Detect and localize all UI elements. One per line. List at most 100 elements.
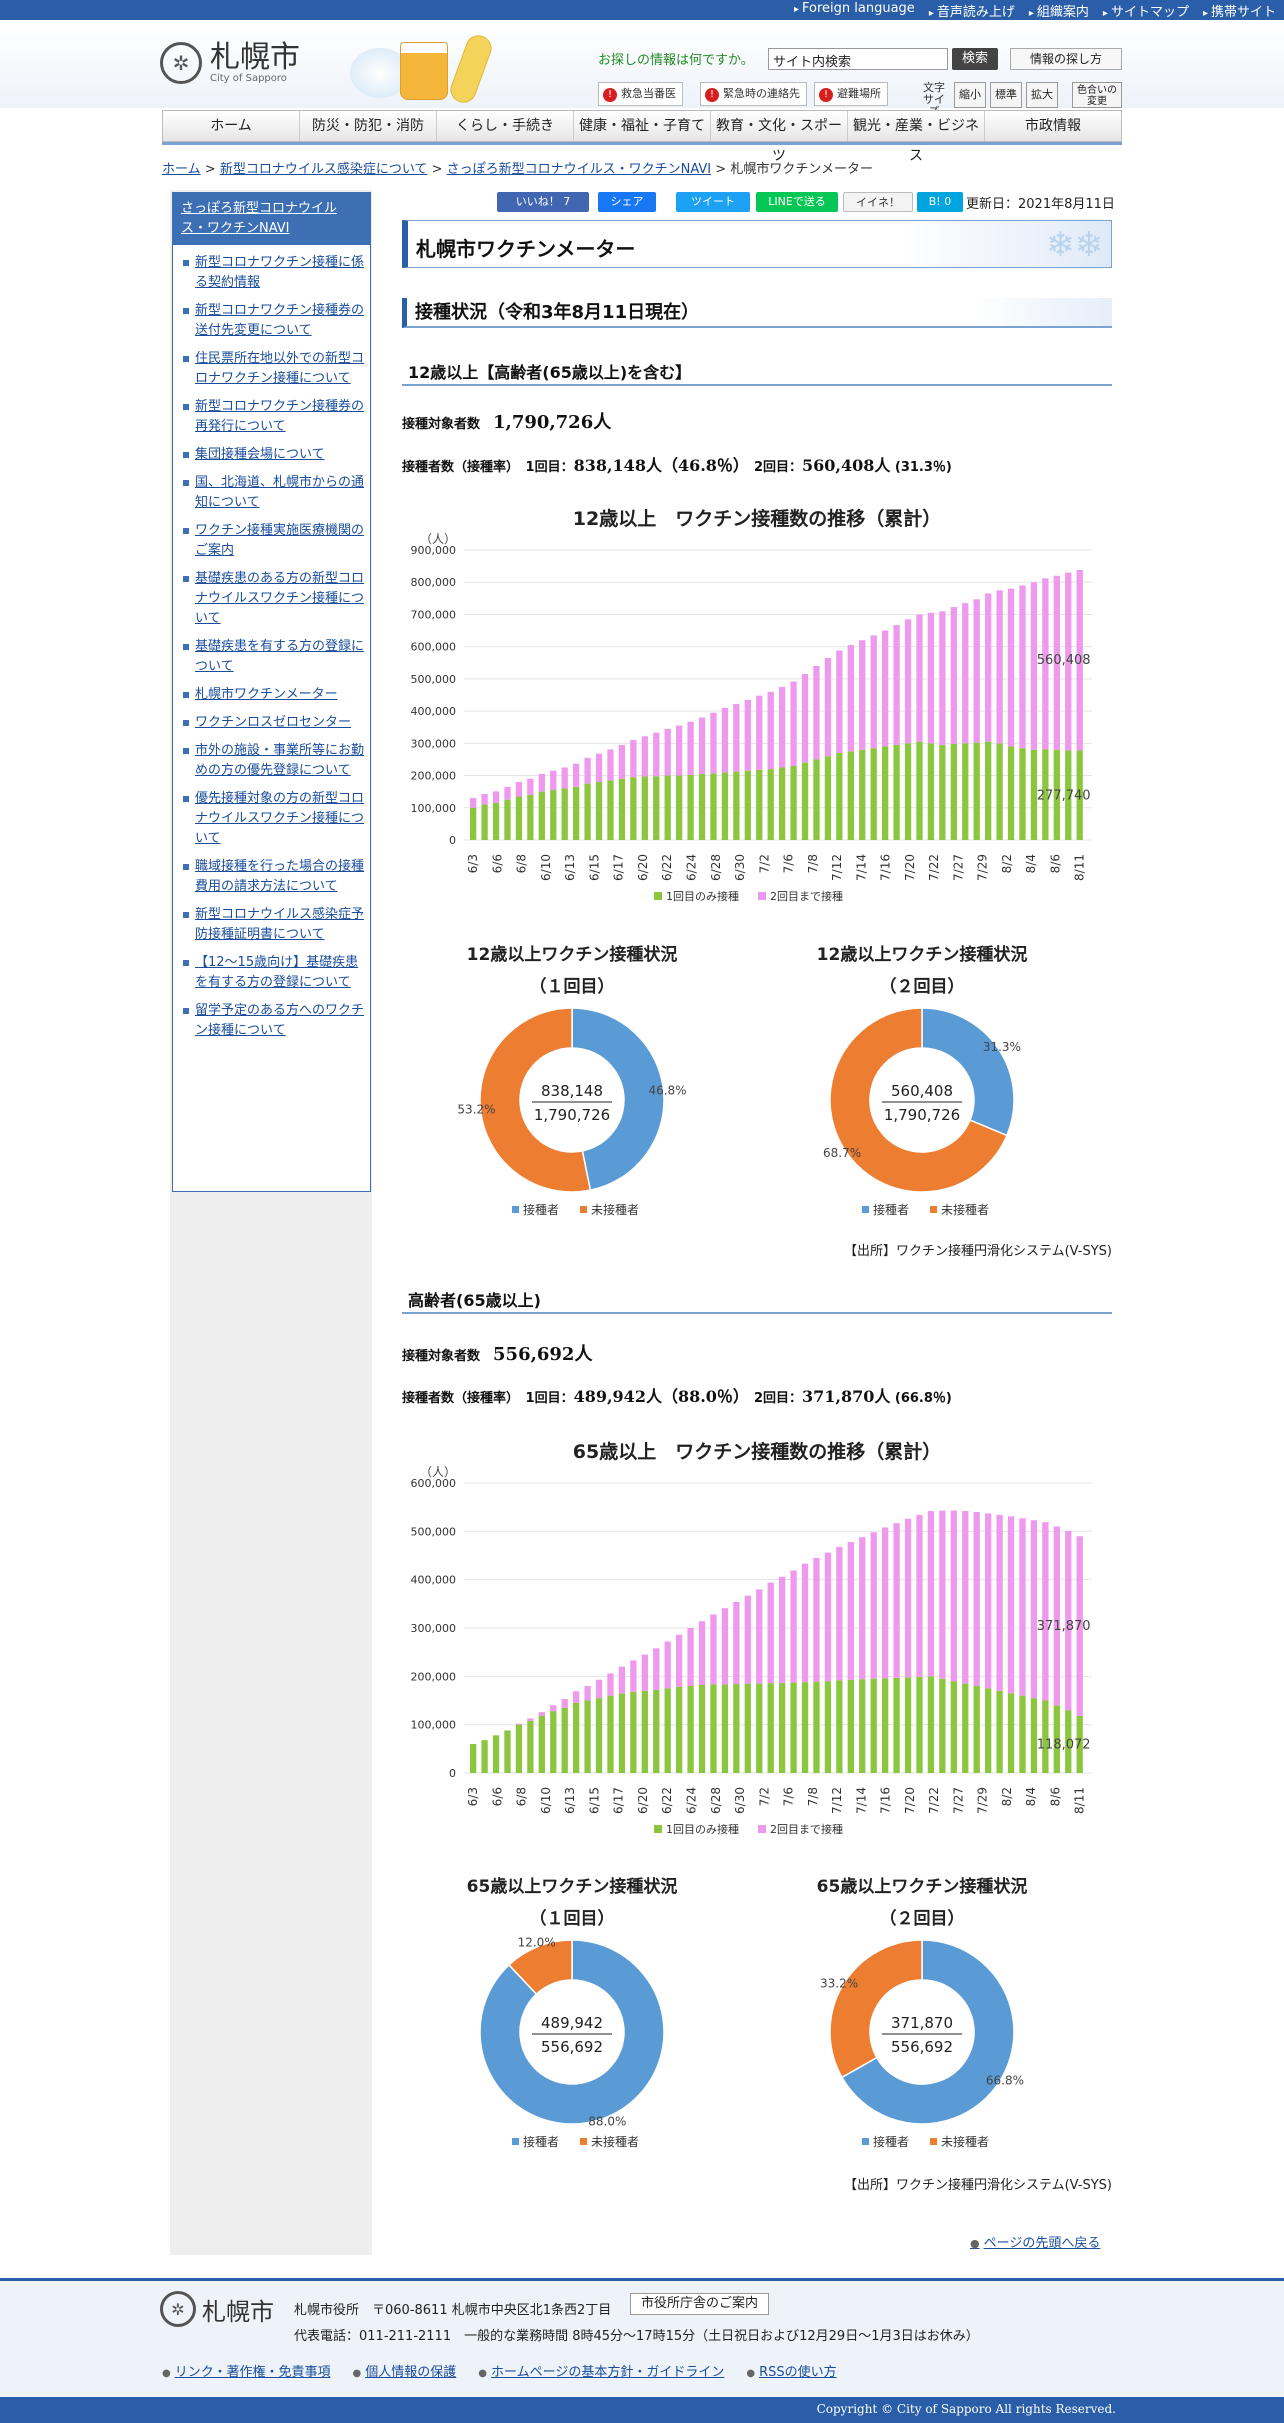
search-input[interactable]: サイト内検索 [768,48,948,70]
donut-subtitle: （１回目） [530,1908,615,1929]
bar-first-only [550,1711,557,1773]
bar-first-only [515,1724,523,1773]
hatena-button[interactable]: B! 0 [917,192,963,212]
sidebar-item-link[interactable]: 新型コロナウイルス感染症予防接種証明書について [195,907,365,942]
bar-first-only [813,1681,820,1773]
sidebar-item-link[interactable]: 新型コロナワクチン接種に係る契約情報 [195,255,365,290]
bar-second [641,736,648,777]
bar-first-only [664,1688,671,1773]
bar-first-only [904,743,912,840]
bar-first-only [836,753,843,840]
emergency-contact-button[interactable]: ! 緊急時の連絡先 [700,82,807,106]
bar-second [607,749,614,781]
slice-label: 31.3% [983,1040,1021,1054]
sidebar-item-link[interactable]: 国、北海道、札幌市からの通知について [195,475,365,510]
bar-second [584,1686,591,1701]
sidebar-title-link[interactable]: さっぽろ新型コロナウイルス・ワクチンNAVI [181,201,338,236]
bar-first-only [950,743,957,840]
font-normal-button[interactable]: 標準 [990,82,1022,108]
mobile-site-link[interactable]: 携帯サイト [1203,1,1276,20]
bar-first-only [1007,1693,1015,1773]
sidebar-item-link[interactable]: 住民票所在地以外での新型コロナワクチン接種について [195,351,365,386]
sidebar-item-link[interactable]: 新型コロナワクチン接種券の送付先変更について [195,303,365,338]
y-tick-label: 400,000 [411,705,457,718]
x-tick-label: 6/10 [539,854,553,881]
donut-center-bottom: 556,692 [541,2038,603,2056]
facebook-like-button[interactable]: いいね！ 7 [497,192,589,212]
tweet-button[interactable]: ツイート [676,192,750,212]
emergency-icon: ! [603,88,617,102]
sidebar-item-link[interactable]: ワクチンロスゼロセンター [195,715,352,730]
sidebar-item: 新型コロナウイルス感染症予防接種証明書について [181,905,364,945]
bar-first-only [698,1685,706,1773]
nav-disaster[interactable]: 防災・防犯・消防 [300,111,437,141]
bar-first-only [927,1676,935,1773]
footer-link-rss[interactable]: RSSの使い方 [746,2361,837,2380]
nav-education[interactable]: 教育・文化・スポーツ [711,111,848,164]
office-guide-button[interactable]: 市役所庁舎のご案内 [630,2293,770,2315]
info-guide-button[interactable]: 情報の探し方 [1010,48,1122,70]
bar-second [653,1648,660,1690]
sidebar-item-link[interactable]: ワクチン接種実施医療機関のご案内 [195,523,365,558]
font-large-button[interactable]: 拡大 [1026,82,1058,108]
bar-first-only [790,765,797,840]
sidebar-item-link[interactable]: 職域接種を行った場合の接種費用の請求方法について [195,859,365,894]
site-logo[interactable]: ✲ 札幌市 City of Sapporo [160,42,300,84]
bar-first-only [618,778,626,840]
facebook-share-button[interactable]: シェア [598,192,656,212]
sitemap-link[interactable]: サイトマップ [1103,1,1189,20]
sidebar-item-link[interactable]: 基礎疾患のある方の新型コロナウイルスワクチン接種について [195,571,365,626]
footer-link-privacy[interactable]: 個人情報の保護 [352,2361,456,2380]
sidebar-item-link[interactable]: 【12～15歳向け】基礎疾患を有する方の登録について [195,955,359,990]
footer-address: 札幌市役所 〒060-8611 札幌市中央区北1条西2丁目 [294,2303,612,2318]
breadcrumb-navi[interactable]: さっぽろ新型コロナウイルス・ワクチンNAVI [446,162,712,177]
legend-label-unvaccinated: 未接種者 [941,2134,989,2149]
line-button[interactable]: LINEで送る [756,192,838,212]
voice-reading-link[interactable]: 音声読み上げ [929,1,1015,20]
donut-subtitle: （２回目） [880,976,965,997]
breadcrumb-covid[interactable]: 新型コロナウイルス感染症について [219,162,428,177]
evacuation-site-button[interactable]: ! 避難場所 [814,82,888,106]
bar-second [1019,585,1026,749]
sidebar-item-link[interactable]: 留学予定のある方へのワクチン接種について [195,1003,365,1038]
mixi-button[interactable]: イイネ！ [843,192,913,212]
color-change-button[interactable]: 色合いの変更 [1072,82,1122,108]
bar-first-only [985,1688,992,1773]
nav-home[interactable]: ホーム [163,111,300,141]
sidebar-item-link[interactable]: 市外の施設・事業所等にお勤めの方の優先登録について [195,743,365,778]
breadcrumb-home[interactable]: ホーム [162,162,201,177]
nav-city-info[interactable]: 市政情報 [1025,118,1081,134]
bar-first-only [1065,1710,1072,1773]
legend-swatch-unvaccinated [580,2138,587,2145]
legend-label-vaccinated: 接種者 [523,1202,559,1217]
bar-first-only [504,1730,511,1773]
sidebar-item-link[interactable]: 優先接種対象の方の新型コロナウイルスワクチン接種について [195,791,365,846]
back-to-top-link[interactable]: ページの先頭へ戻る [970,2232,1101,2251]
sidebar-item-link[interactable]: 基礎疾患を有する方の登録について [195,639,365,674]
legend-swatch-first-only [654,892,662,900]
nav-health[interactable]: 健康・福祉・子育て [574,111,711,141]
slice-label: 46.8% [648,1083,686,1097]
x-tick-label: 7/16 [879,854,893,881]
bar-first-only [538,1715,545,1773]
footer-link-copyright[interactable]: リンク・著作権・免責事項 [162,2361,331,2380]
organization-link[interactable]: 組織案内 [1029,1,1089,20]
x-tick-label: 6/3 [466,854,480,873]
nav-living[interactable]: くらし・手続き [437,111,574,141]
footer-link-policy[interactable]: ホームページの基本方針・ガイドライン [478,2361,724,2380]
sidebar-item-link[interactable]: 新型コロナワクチン接種券の再発行について [195,399,365,434]
bar-first-only [687,1686,694,1773]
sidebar-item-link[interactable]: 集団接種会場について [195,447,325,462]
search-button[interactable]: 検索 [952,48,998,70]
sidebar-item-link[interactable]: 札幌市ワクチンメーター [195,687,338,702]
sidebar: さっぽろ新型コロナウイルス・ワクチンNAVI 新型コロナワクチン接種に係る契約情… [172,192,371,1192]
emergency-doctor-button[interactable]: ! 救急当番医 [598,82,683,106]
y-tick-label: 200,000 [411,1670,457,1683]
bar-second [859,640,866,750]
nav-tourism[interactable]: 観光・産業・ビジネス [848,111,985,164]
sidebar-item: 市外の施設・事業所等にお勤めの方の優先登録について [181,741,364,781]
x-tick-label: 6/30 [733,1787,747,1814]
foreign-language-link[interactable]: Foreign language [794,1,915,20]
bar-first-only [859,749,866,840]
font-small-button[interactable]: 縮小 [954,82,986,108]
